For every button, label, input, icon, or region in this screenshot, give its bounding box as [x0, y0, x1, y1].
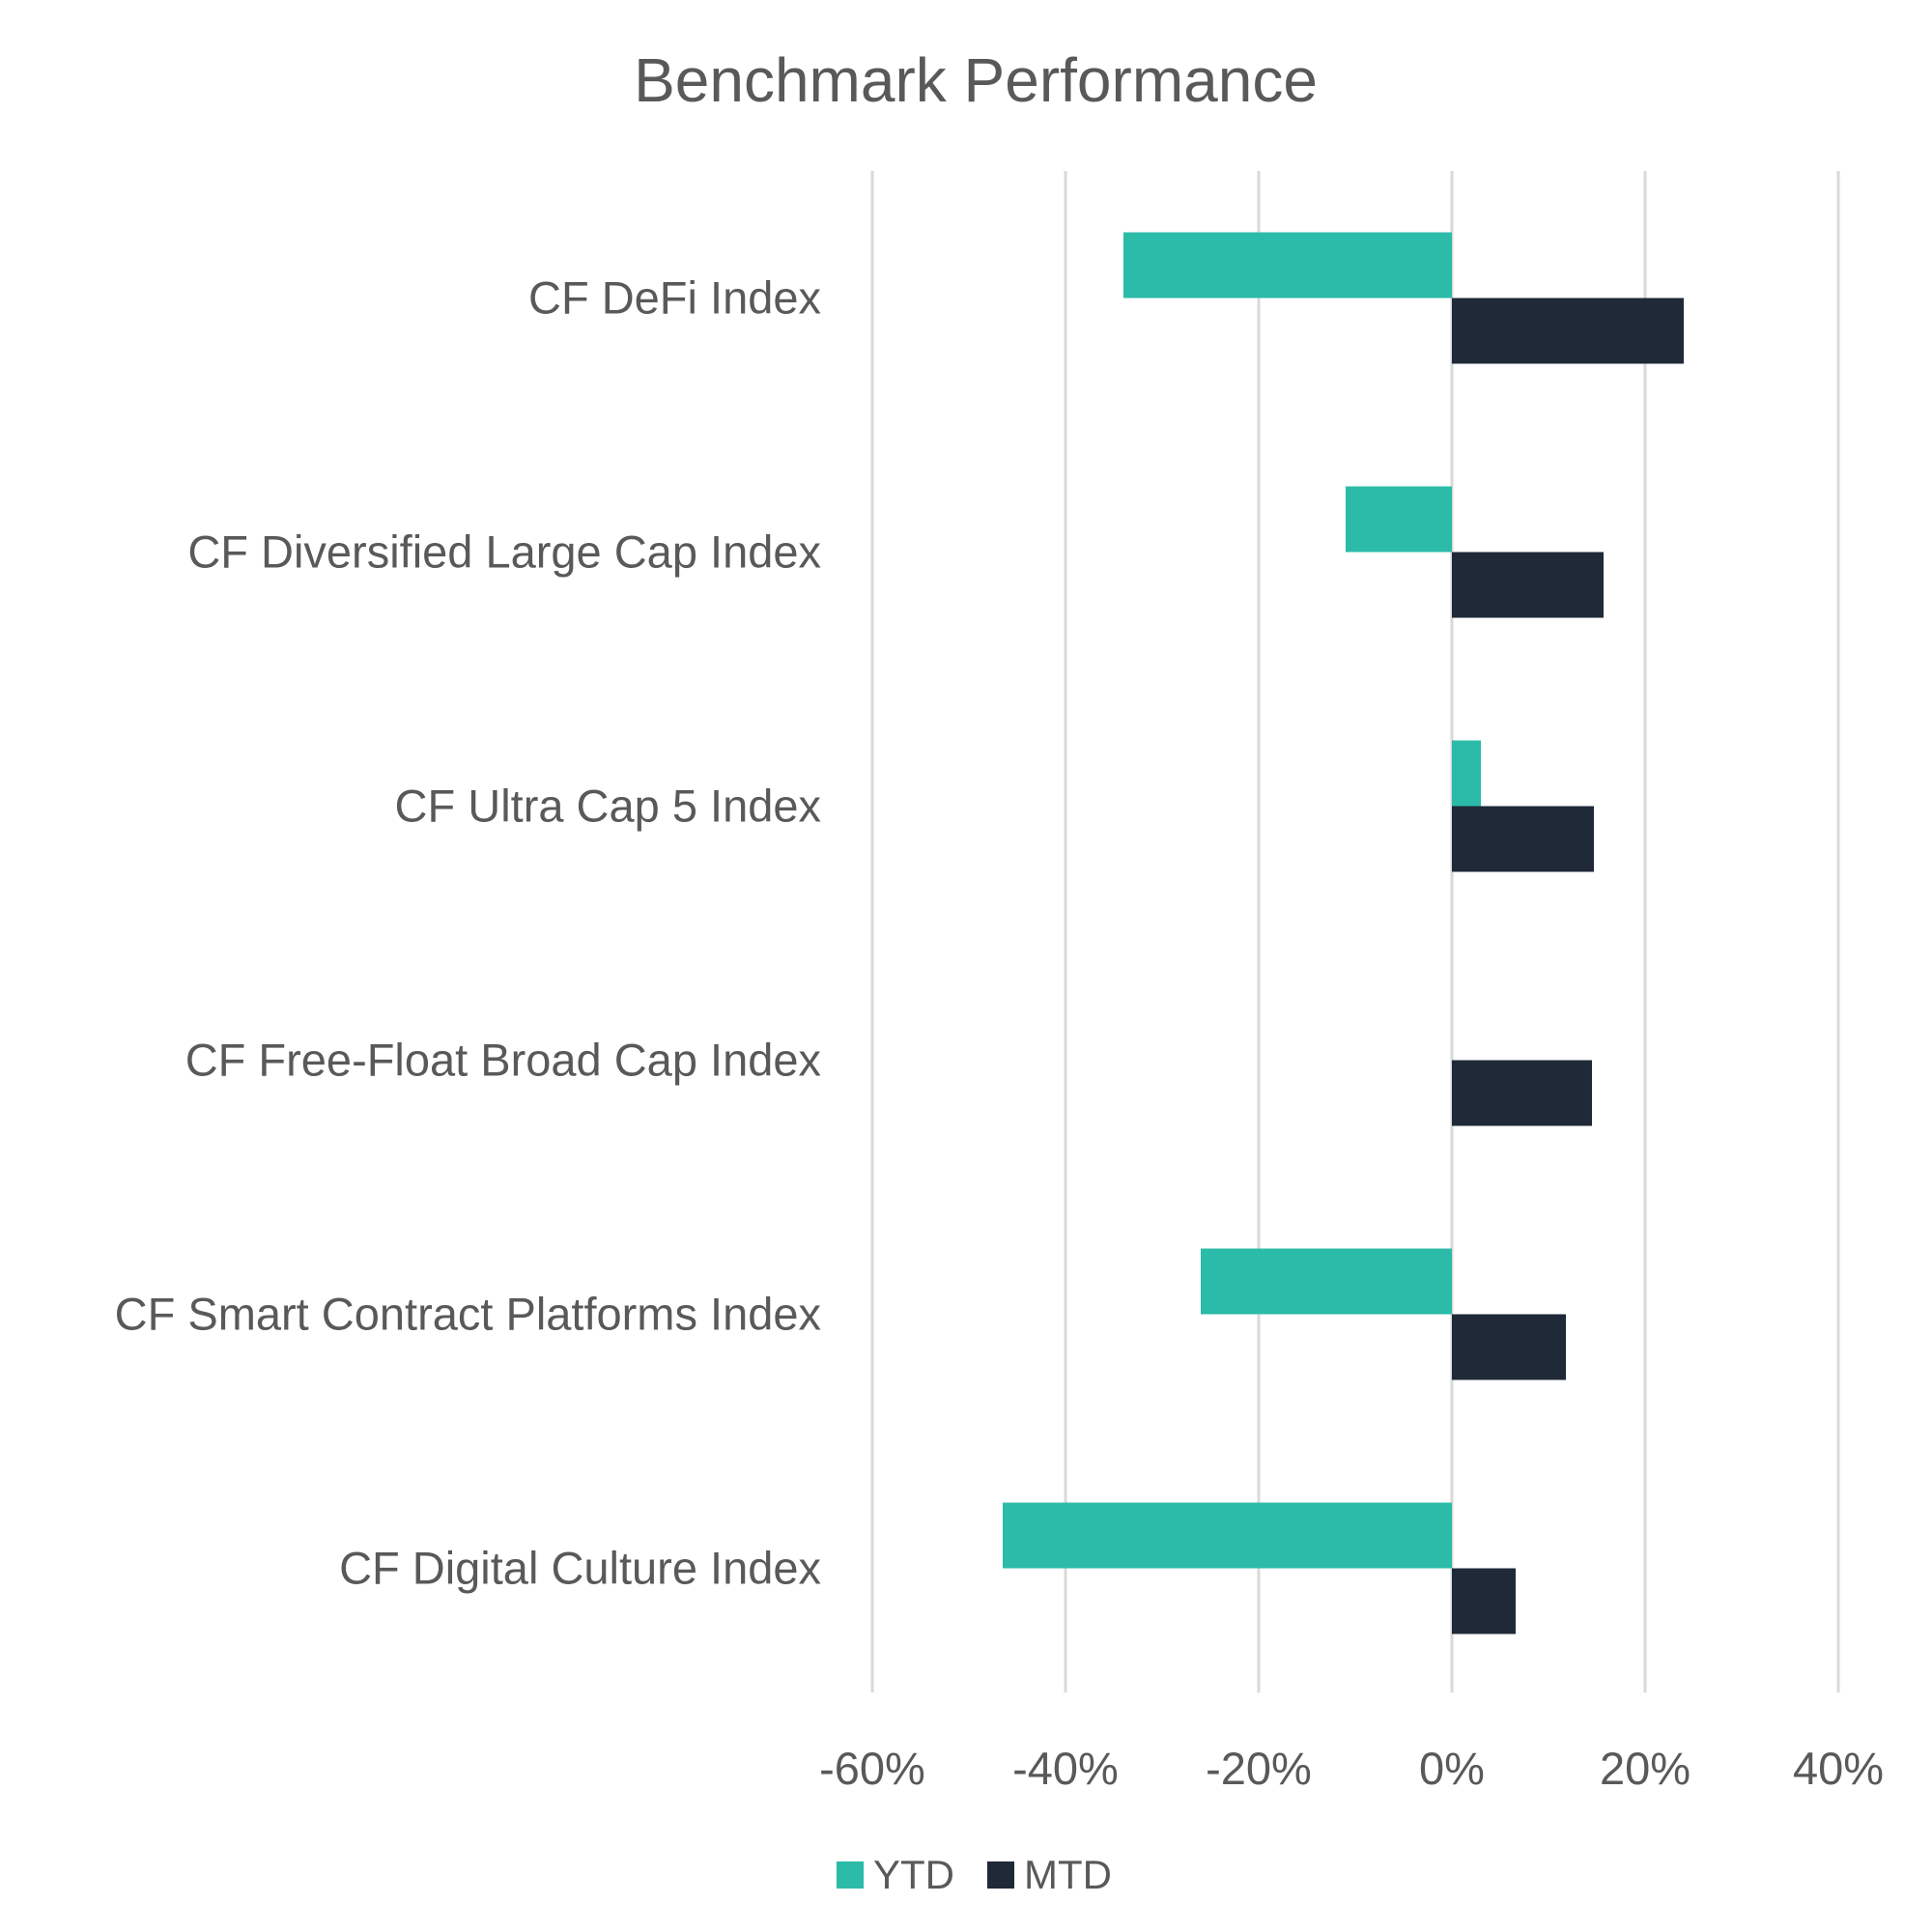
- legend: YTD MTD: [837, 1852, 1112, 1897]
- x-axis-tick-labels: -60% -40% -20% 0% 20% 40%: [819, 1743, 1884, 1794]
- bar-ytd-5: [1003, 1502, 1452, 1569]
- bar-mtd-0: [1452, 298, 1684, 364]
- bars: [1003, 232, 1684, 1634]
- legend-swatch-ytd: [837, 1861, 864, 1889]
- legend-label-mtd: MTD: [1024, 1852, 1112, 1897]
- category-label: CF Smart Contract Platforms Index: [115, 1289, 821, 1340]
- category-labels: CF DeFi Index CF Diversified Large Cap In…: [115, 272, 821, 1594]
- category-label: CF Free-Float Broad Cap Index: [185, 1035, 821, 1086]
- category-label: CF DeFi Index: [528, 272, 821, 324]
- legend-label-ytd: YTD: [873, 1852, 954, 1897]
- bar-mtd-3: [1452, 1060, 1592, 1126]
- gridlines: [870, 171, 1840, 1692]
- bar-mtd-2: [1452, 806, 1594, 872]
- bar-mtd-5: [1452, 1568, 1516, 1634]
- bar-mtd-4: [1452, 1314, 1566, 1380]
- bar-ytd-2: [1452, 740, 1481, 807]
- x-tick-label: -20%: [1206, 1743, 1312, 1794]
- category-label: CF Ultra Cap 5 Index: [395, 781, 821, 832]
- x-tick-label: 0%: [1419, 1743, 1485, 1794]
- bar-mtd-1: [1452, 552, 1604, 618]
- chart-title: Benchmark Performance: [634, 45, 1318, 115]
- bar-ytd-4: [1201, 1248, 1452, 1315]
- bar-ytd-0: [1123, 232, 1452, 298]
- x-tick-label: 40%: [1793, 1743, 1884, 1794]
- x-tick-label: -40%: [1012, 1743, 1119, 1794]
- legend-swatch-mtd: [987, 1861, 1014, 1889]
- category-label: CF Diversified Large Cap Index: [187, 526, 821, 578]
- bar-ytd-1: [1346, 486, 1452, 553]
- x-tick-label: 20%: [1600, 1743, 1690, 1794]
- x-tick-label: -60%: [819, 1743, 925, 1794]
- category-label: CF Digital Culture Index: [339, 1543, 821, 1594]
